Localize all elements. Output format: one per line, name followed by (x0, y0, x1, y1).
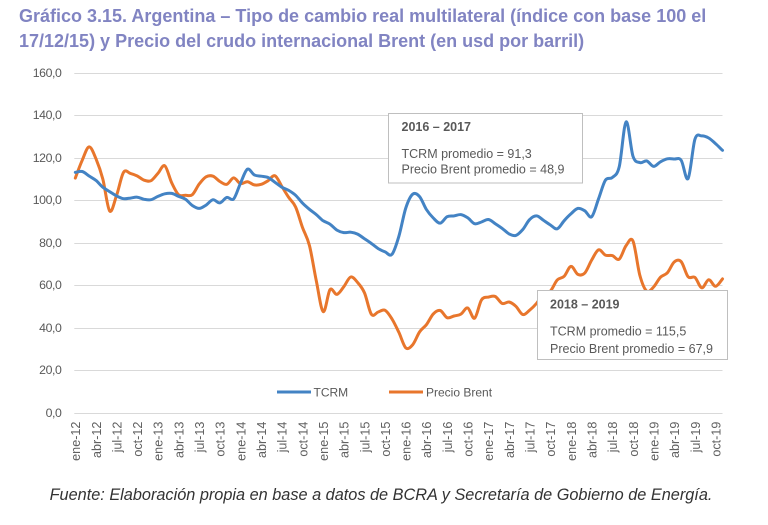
svg-text:2018 – 2019: 2018 – 2019 (550, 298, 620, 312)
svg-text:abr-13: abr-13 (172, 422, 186, 458)
svg-text:ene-15: ene-15 (317, 422, 331, 461)
svg-text:oct-15: oct-15 (379, 422, 393, 457)
svg-text:oct-12: oct-12 (131, 422, 145, 457)
svg-text:ene-19: ene-19 (647, 422, 661, 461)
svg-text:20,0: 20,0 (39, 363, 62, 377)
svg-text:oct-13: oct-13 (214, 422, 228, 457)
svg-text:jul-16: jul-16 (441, 422, 455, 454)
svg-text:ene-17: ene-17 (482, 422, 496, 461)
svg-text:2016 – 2017: 2016 – 2017 (402, 120, 472, 134)
svg-text:ene-14: ene-14 (234, 422, 248, 461)
svg-text:oct-17: oct-17 (544, 422, 558, 457)
svg-text:40,0: 40,0 (39, 321, 62, 335)
svg-text:abr-15: abr-15 (338, 422, 352, 458)
svg-text:ene-16: ene-16 (400, 422, 414, 461)
svg-text:TCRM promedio = 91,3: TCRM promedio = 91,3 (402, 147, 532, 161)
svg-text:oct-19: oct-19 (709, 422, 723, 457)
svg-text:Precio Brent promedio = 48,9: Precio Brent promedio = 48,9 (402, 163, 565, 177)
svg-text:oct-14: oct-14 (296, 422, 310, 457)
svg-text:80,0: 80,0 (39, 236, 62, 250)
svg-text:120,0: 120,0 (33, 151, 62, 165)
svg-text:jul-14: jul-14 (276, 422, 290, 454)
svg-text:ene-12: ene-12 (69, 422, 83, 461)
svg-text:oct-16: oct-16 (462, 422, 476, 457)
svg-text:abr-14: abr-14 (255, 422, 269, 458)
svg-text:140,0: 140,0 (33, 108, 62, 122)
svg-text:jul-13: jul-13 (193, 422, 207, 454)
svg-text:0,0: 0,0 (46, 406, 62, 420)
svg-text:jul-19: jul-19 (689, 422, 703, 454)
svg-text:TCRM: TCRM (314, 386, 349, 400)
svg-text:abr-19: abr-19 (668, 422, 682, 458)
svg-text:ene-18: ene-18 (565, 422, 579, 461)
svg-text:100,0: 100,0 (33, 193, 62, 207)
svg-text:60,0: 60,0 (39, 278, 62, 292)
svg-text:abr-12: abr-12 (90, 422, 104, 458)
svg-text:TCRM promedio = 115,5: TCRM promedio = 115,5 (550, 325, 686, 339)
svg-text:jul-17: jul-17 (524, 422, 538, 454)
svg-text:oct-18: oct-18 (627, 422, 641, 457)
svg-text:abr-17: abr-17 (503, 422, 517, 458)
svg-text:jul-12: jul-12 (110, 422, 124, 454)
svg-text:Precio Brent: Precio Brent (426, 386, 493, 400)
svg-text:ene-13: ene-13 (152, 422, 166, 461)
svg-text:Precio Brent promedio = 67,9: Precio Brent promedio = 67,9 (550, 342, 713, 356)
svg-text:abr-16: abr-16 (420, 422, 434, 458)
svg-text:jul-15: jul-15 (358, 422, 372, 454)
svg-text:160,0: 160,0 (33, 66, 62, 80)
svg-text:jul-18: jul-18 (606, 422, 620, 454)
svg-text:abr-18: abr-18 (586, 422, 600, 458)
